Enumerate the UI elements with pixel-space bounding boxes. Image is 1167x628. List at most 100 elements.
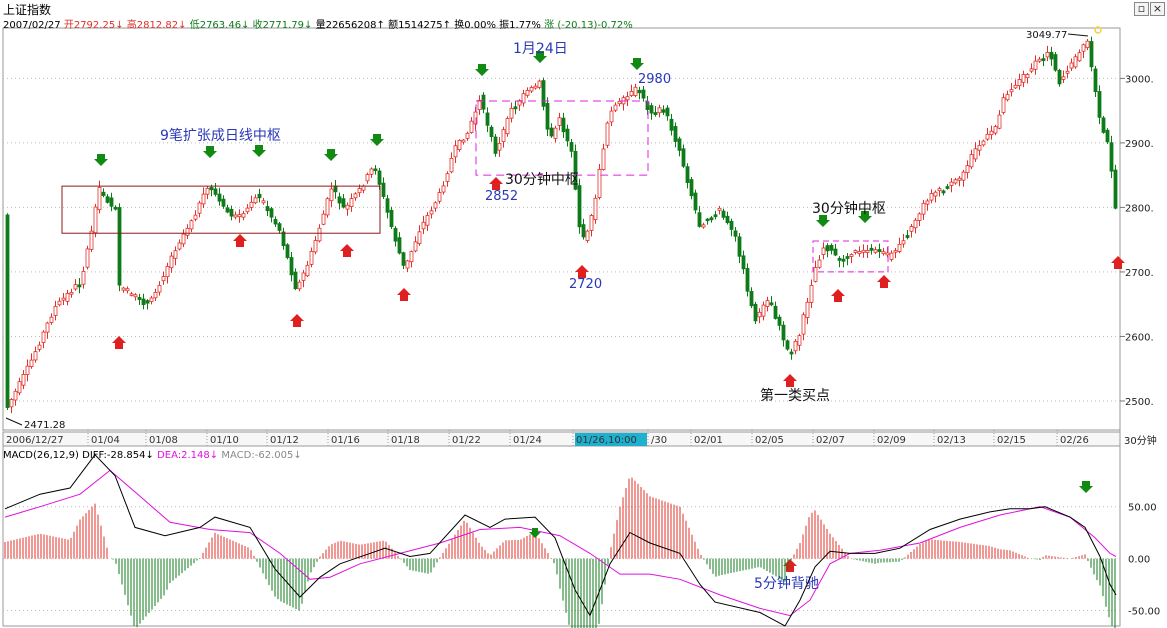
candle-body [405, 260, 410, 269]
chart-annotation: 第一类买点 [760, 387, 830, 404]
candle-body [641, 89, 646, 99]
volume-value: 22656208 [325, 20, 377, 31]
time-tick-label: 01/04 [91, 435, 120, 446]
dea-line [4, 469, 1117, 617]
candle-body [465, 132, 470, 139]
candle-body [193, 214, 198, 220]
candle-body [269, 208, 274, 218]
candle-body [1017, 79, 1022, 87]
candle-body [209, 186, 214, 191]
chart-annotation: 9笔扩张成日线中枢 [160, 128, 281, 144]
candle-body [317, 227, 322, 242]
time-tick-label: 02/05 [755, 435, 784, 446]
candle-body [673, 126, 678, 142]
candle-body [829, 245, 834, 251]
candle-body [1085, 40, 1090, 49]
candle-body [149, 297, 154, 302]
candle-body [557, 117, 562, 126]
time-tick-label: 02/09 [877, 435, 906, 446]
candle-body [69, 292, 74, 295]
candle-body [897, 243, 902, 252]
candle-body [865, 250, 870, 253]
candle-body [565, 128, 570, 142]
candle-body [793, 340, 798, 352]
candle-body [409, 251, 414, 263]
candle-body [753, 303, 758, 322]
macd-panel-frame [2, 445, 1121, 627]
candle-body [973, 148, 978, 160]
macd-tick-label: -50.00 [1128, 606, 1160, 617]
candle-body [197, 202, 202, 214]
candle-body [481, 94, 486, 110]
turnover-value: 0.00% [464, 20, 496, 31]
candle-body [1101, 117, 1106, 133]
macd-header: MACD(26,12,9) DIFF:-28.854↓ DEA:2.148↓ M… [3, 450, 302, 461]
candle-body [1013, 84, 1018, 89]
candle-body [601, 148, 606, 170]
candle-body [173, 250, 178, 259]
price-tick-label: 2900. [1125, 139, 1154, 150]
candle-body [757, 311, 762, 318]
candle-body [313, 240, 318, 253]
candle-body [93, 206, 98, 234]
period-label: 30分钟 [1124, 434, 1157, 447]
time-tick-label: 01/24 [513, 435, 542, 446]
candle-body [429, 210, 434, 215]
candle-body [5, 214, 10, 408]
candle-body [633, 86, 638, 96]
close-label: 收 [252, 20, 263, 31]
candle-body [697, 212, 702, 227]
candle-body [785, 340, 790, 350]
candle-body [541, 80, 546, 107]
candle-body [201, 193, 206, 205]
macd-tick-label: 0.00 [1128, 555, 1150, 566]
candle-body [365, 174, 370, 182]
daily-pivot-box [61, 185, 381, 234]
candle-body [345, 204, 350, 210]
candle-body [609, 110, 614, 123]
candle-body [817, 259, 822, 268]
candle-body [421, 221, 426, 230]
candle-body [1029, 68, 1034, 72]
candle-body [377, 170, 382, 185]
sell-signal-arrow [252, 145, 266, 157]
open-arrow: ↓ [115, 20, 124, 31]
candle-body [261, 200, 266, 204]
candle-body [101, 191, 106, 196]
buy-signal-arrow [340, 244, 354, 257]
candle-body [177, 242, 182, 250]
candle-body [861, 249, 866, 253]
candle-body [57, 300, 62, 306]
candle-body [89, 230, 94, 250]
candle-body [577, 185, 582, 228]
candle-body [953, 179, 958, 184]
candle-body [373, 168, 378, 171]
candle-body [41, 331, 46, 343]
candle-body [597, 168, 602, 198]
extreme-value-label: 2852 [485, 189, 518, 204]
candle-body [769, 302, 774, 306]
candle-body [881, 251, 886, 255]
price-tick-label: 2500. [1125, 397, 1154, 408]
macd-arrow: ↓ [293, 450, 302, 461]
candle-body [141, 298, 146, 305]
open-value: 2792.25 [73, 20, 116, 31]
close-icon[interactable]: × [1150, 2, 1165, 16]
candle-body [501, 129, 506, 143]
quote-date: 2007/02/27 [3, 20, 61, 31]
candle-body [837, 257, 842, 261]
candle-body [393, 227, 398, 242]
candle-body [25, 365, 30, 375]
sell-signal-arrow [203, 146, 217, 158]
candle-body [325, 198, 330, 216]
candle-body [349, 198, 354, 207]
candle-body [289, 257, 294, 276]
sell-signal-arrow [324, 149, 338, 161]
candle-body [293, 271, 298, 290]
candle-body [49, 316, 54, 323]
candle-body [1069, 62, 1074, 69]
restore-icon[interactable]: ▫ [1134, 2, 1149, 16]
candle-body [145, 300, 150, 304]
candle-body [153, 292, 158, 299]
